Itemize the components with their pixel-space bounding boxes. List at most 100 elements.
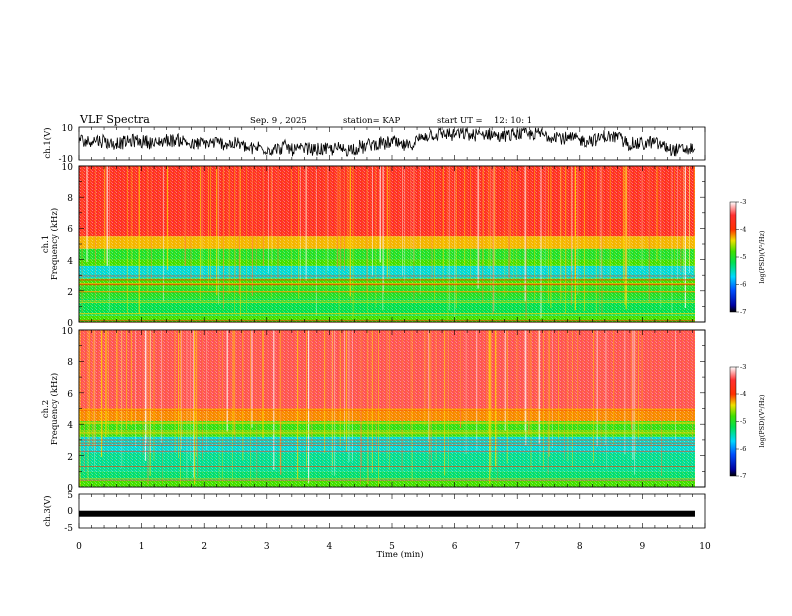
ch2-sferic-streak	[251, 330, 253, 428]
xtick-2: 2	[201, 542, 207, 552]
header-start-ut-value: 12: 10: 1	[494, 116, 532, 126]
ch1-sferic-streak	[86, 166, 88, 263]
ch1-sferic-streak	[338, 166, 340, 317]
ch1-sferic-streak	[95, 166, 96, 262]
ch2-sferic-streak	[234, 330, 236, 442]
cb2-tick-neg6: -6	[740, 445, 746, 453]
ch1-sferic-streak	[262, 166, 265, 266]
xtick-6: 6	[452, 542, 458, 552]
ch1-sferic-streak	[545, 166, 546, 268]
ch2-sferic-streak	[465, 330, 467, 455]
ch2-sferic-streak	[692, 330, 694, 438]
ch2-sferic-streak	[410, 330, 412, 432]
ch1-narrowband-line	[79, 283, 695, 285]
ch1-sferic-streak	[251, 166, 254, 296]
ch1-sferic-streak	[327, 166, 329, 271]
ch2-sferic-streak	[147, 330, 148, 437]
ch2-sferic-streak	[180, 330, 181, 485]
ch1-sferic-streak	[271, 166, 273, 299]
ch2-sferic-streak	[332, 330, 334, 466]
ch1-sferic-streak	[404, 166, 406, 282]
ch2-narrowband-line	[79, 431, 695, 433]
ch2-sferic-streak	[443, 330, 446, 476]
ch1-sferic-streak	[599, 166, 600, 316]
ch2-sferic-streak	[352, 330, 353, 462]
ch1-sferic-streak	[482, 166, 484, 265]
ch2-narrowband-line	[79, 466, 695, 467]
ch1-sferic-streak	[550, 166, 552, 308]
ch2-sferic-streak	[635, 330, 636, 455]
cb1-tick-neg7: -7	[740, 308, 746, 316]
ch1-sferic-streak	[660, 166, 662, 309]
ch1-sferic-streak	[623, 166, 624, 282]
ch2-sferic-streak	[250, 330, 251, 484]
ch3-waveform-panel: 5 0 -5 ch.3(V)	[42, 491, 706, 534]
ch2-sferic-streak	[537, 330, 539, 436]
ch1-sferic-streak	[190, 166, 192, 287]
ch1-sferic-streak	[375, 166, 377, 308]
ch1-sferic-streak	[609, 166, 611, 282]
ch1-sferic-streak	[325, 166, 327, 296]
ch2-sferic-streak	[153, 330, 155, 461]
ch1-sferic-streak	[298, 166, 300, 299]
ch2-sferic-streak	[79, 330, 81, 487]
xtick-3: 3	[264, 542, 270, 552]
ch2-sferic-streak	[125, 330, 127, 432]
ch1-sferic-streak	[442, 166, 444, 287]
ch2-sferic-streak	[637, 330, 639, 441]
ch1-sferic-streak	[379, 166, 381, 263]
ch1-sferic-streak	[540, 166, 542, 319]
cb1-tick-neg5: -5	[740, 253, 746, 261]
ch1-sferic-streak	[131, 166, 133, 266]
ch2-sferic-streak	[256, 330, 258, 481]
ch2-sferic-streak	[548, 330, 550, 457]
ch2-sferic-streak	[150, 330, 151, 453]
ch1-narrowband-line	[79, 302, 695, 304]
ch2-narrowband-line	[79, 479, 695, 481]
ch2-sferic-streak	[490, 330, 492, 472]
ch1-sferic-streak	[624, 166, 626, 306]
ch1-sferic-streak	[565, 166, 566, 314]
ch1-narrowband-line	[79, 282, 695, 284]
ch1-sferic-streak	[344, 166, 345, 271]
ch1-sferic-streak	[525, 166, 527, 319]
ch2-sferic-streak	[94, 330, 96, 451]
ch1-sferic-streak	[372, 166, 373, 276]
cb1-tick-neg3: -3	[740, 198, 746, 206]
ch1-sferic-streak	[470, 166, 471, 278]
ch2-sferic-streak	[476, 330, 478, 440]
ch1-sferic-streak	[477, 166, 479, 289]
ch2-sferic-streak	[435, 330, 437, 461]
cb1-tick-neg6: -6	[740, 281, 746, 289]
ch1-sferic-streak	[625, 166, 626, 276]
ch2-sferic-streak	[606, 330, 607, 470]
ch1-sferic-streak	[336, 166, 338, 268]
ch1-narrowband-line	[79, 300, 695, 302]
ch1-waveform-panel: 10 -10 ch.1(V)	[42, 124, 706, 165]
ch1-sferic-streak	[571, 166, 573, 272]
ch2-narrowband-line	[79, 408, 695, 410]
ch1-sferic-streak	[689, 166, 690, 267]
ch1-sferic-streak	[516, 166, 518, 279]
ch2-sferic-streak	[661, 330, 662, 476]
ch2-sferic-streak	[306, 330, 307, 468]
ch1-narrowband-line	[79, 275, 695, 277]
ch1-sferic-streak	[493, 166, 495, 312]
ch2-sferic-streak	[331, 330, 333, 476]
ch2-sferic-streak	[489, 330, 491, 456]
cb1-label: log(PSD)(V²/Hz)	[758, 230, 766, 283]
ch2-sferic-streak	[371, 330, 374, 473]
ch1-sferic-streak	[494, 166, 496, 266]
ch2-sferic-streak	[543, 330, 544, 469]
ch2-sferic-streak	[262, 330, 264, 439]
ch1-sferic-streak	[534, 166, 536, 301]
ch1-sferic-streak	[218, 166, 219, 305]
xtick-0: 0	[76, 542, 82, 552]
ch2-sferic-streak	[83, 330, 85, 472]
ch2-sferic-streak	[564, 330, 565, 460]
ch3-waveform-trace	[79, 510, 695, 517]
ch2-sferic-streak	[401, 330, 403, 472]
ch1-narrowband-line	[79, 313, 695, 315]
ch2-narrowband-line	[79, 430, 695, 432]
ch1-sferic-streak	[138, 166, 140, 314]
